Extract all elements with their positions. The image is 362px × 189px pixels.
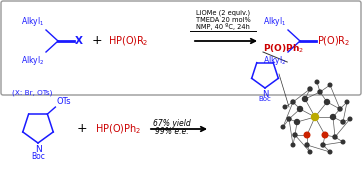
Circle shape bbox=[333, 135, 337, 139]
Text: Alkyl$_1$: Alkyl$_1$ bbox=[263, 15, 286, 28]
FancyBboxPatch shape bbox=[1, 1, 361, 95]
Circle shape bbox=[293, 133, 297, 137]
Circle shape bbox=[322, 132, 328, 138]
Text: HP(O)Ph$_2$: HP(O)Ph$_2$ bbox=[95, 122, 141, 136]
Text: Alkyl$_2$: Alkyl$_2$ bbox=[21, 54, 44, 67]
Text: N: N bbox=[262, 90, 268, 99]
Text: Alkyl$_1$: Alkyl$_1$ bbox=[21, 15, 44, 28]
Circle shape bbox=[281, 125, 285, 129]
Text: Boc: Boc bbox=[31, 152, 45, 161]
Text: +: + bbox=[77, 122, 87, 136]
Text: P(O)R$_2$: P(O)R$_2$ bbox=[317, 34, 350, 48]
Circle shape bbox=[324, 99, 329, 105]
Text: P(O)Ph$_2$: P(O)Ph$_2$ bbox=[263, 43, 304, 55]
Circle shape bbox=[341, 120, 345, 124]
Text: Alkyl$_2$: Alkyl$_2$ bbox=[263, 54, 286, 67]
Circle shape bbox=[318, 90, 322, 94]
Circle shape bbox=[295, 119, 299, 125]
Circle shape bbox=[305, 143, 309, 147]
Text: (X: Br, OTs): (X: Br, OTs) bbox=[12, 89, 52, 95]
Text: 99% e.e.: 99% e.e. bbox=[155, 126, 189, 136]
Text: HP(O)R$_2$: HP(O)R$_2$ bbox=[108, 34, 148, 48]
Text: N: N bbox=[35, 145, 41, 154]
Circle shape bbox=[315, 80, 319, 84]
Circle shape bbox=[345, 100, 349, 104]
Circle shape bbox=[298, 106, 303, 112]
Circle shape bbox=[321, 143, 325, 147]
Text: NMP, 40 ºC, 24h: NMP, 40 ºC, 24h bbox=[196, 23, 250, 30]
Circle shape bbox=[338, 107, 342, 111]
Circle shape bbox=[303, 97, 307, 101]
Text: +: + bbox=[92, 35, 102, 47]
Circle shape bbox=[291, 143, 295, 147]
Text: X: X bbox=[75, 36, 83, 46]
Circle shape bbox=[328, 83, 332, 87]
Circle shape bbox=[328, 150, 332, 154]
Circle shape bbox=[311, 114, 319, 121]
Text: 67% yield: 67% yield bbox=[153, 119, 191, 128]
Circle shape bbox=[304, 132, 310, 138]
Circle shape bbox=[287, 117, 291, 121]
Circle shape bbox=[283, 105, 287, 109]
Circle shape bbox=[348, 117, 352, 121]
Circle shape bbox=[331, 115, 336, 119]
Circle shape bbox=[291, 100, 295, 104]
Circle shape bbox=[308, 150, 312, 154]
Circle shape bbox=[308, 87, 312, 91]
Text: LiOMe (2 equiv.): LiOMe (2 equiv.) bbox=[196, 10, 250, 16]
Text: Boc: Boc bbox=[258, 96, 272, 102]
Text: OTs: OTs bbox=[56, 97, 71, 106]
Text: TMEDA 20 mol%: TMEDA 20 mol% bbox=[195, 17, 251, 23]
Circle shape bbox=[341, 140, 345, 144]
